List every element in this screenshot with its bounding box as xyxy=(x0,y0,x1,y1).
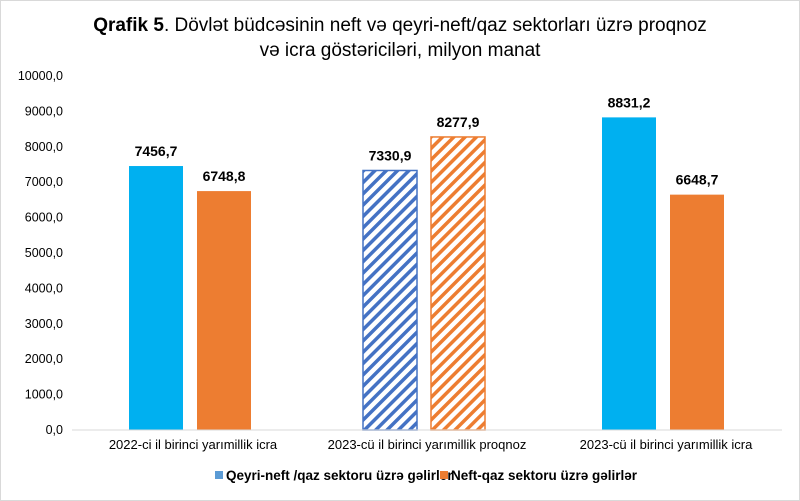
chart-title-bold: Qrafik 5 xyxy=(93,15,164,36)
legend-label: Neft-qaz sektoru üzrə gəlirlər xyxy=(451,468,638,483)
y-tick-label: 3000,0 xyxy=(25,317,63,331)
legend-swatch xyxy=(440,471,448,479)
y-tick-label: 6000,0 xyxy=(25,211,63,225)
data-label: 7330,9 xyxy=(369,147,412,163)
bar-non-oil-1 xyxy=(362,169,418,431)
y-tick-label: 5000,0 xyxy=(25,246,63,260)
legend-swatch xyxy=(215,471,223,479)
bar-non-oil-2 xyxy=(602,117,656,430)
x-tick-label: 2023-cü il birinci yarımillik proqnoz xyxy=(328,437,527,452)
chart-title-line-1: Qrafik 5. Dövlət büdcəsinin neft və qeyr… xyxy=(93,15,707,36)
y-tick-label: 8000,0 xyxy=(25,140,63,154)
bar-non-oil-0 xyxy=(129,166,183,430)
chart-title-text: . Dövlət büdcəsinin neft və qeyri-neft/q… xyxy=(164,15,707,36)
y-tick-label: 9000,0 xyxy=(25,104,63,118)
y-tick-label: 7000,0 xyxy=(25,175,63,189)
y-tick-label: 4000,0 xyxy=(25,281,63,295)
x-tick-label: 2023-cü il birinci yarımillik icra xyxy=(580,437,753,452)
data-label: 8831,2 xyxy=(608,94,651,110)
data-label: 8277,9 xyxy=(437,114,480,130)
y-tick-label: 10000,0 xyxy=(18,69,63,83)
legend-label: Qeyri-neft /qaz sektoru üzrə gəlirlər xyxy=(226,468,453,483)
bar-oil-1 xyxy=(430,136,486,431)
x-tick-label: 2022-ci il birinci yarımillik icra xyxy=(109,437,278,452)
data-label: 6648,7 xyxy=(676,172,719,188)
data-label: 6748,8 xyxy=(203,168,246,184)
chart-title-line-2: və icra göstəriciləri, milyon manat xyxy=(260,40,542,61)
bar-oil-2 xyxy=(670,194,724,430)
y-tick-label: 2000,0 xyxy=(25,352,63,366)
data-label: 7456,7 xyxy=(135,143,178,159)
y-tick-label: 1000,0 xyxy=(25,388,63,402)
bar-oil-0 xyxy=(197,191,251,430)
y-tick-label: 0,0 xyxy=(46,423,63,437)
